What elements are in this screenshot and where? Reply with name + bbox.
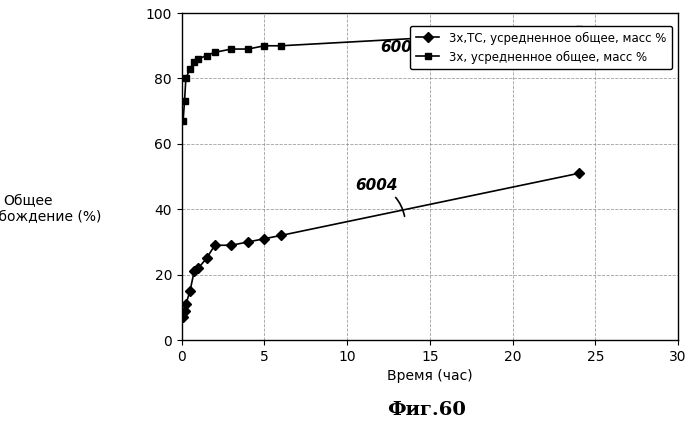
3х,ТС, усредненное общее, масс %	[194, 266, 203, 271]
3х,ТС, усредненное общее, масс %	[210, 242, 219, 248]
3х, усредненное общее, масс %	[180, 99, 189, 104]
3х, усредненное общее, масс %	[190, 60, 199, 65]
3х, усредненное общее, масс %	[227, 47, 236, 52]
3х, усредненное общее, масс %	[194, 56, 203, 61]
Text: Фиг.60: Фиг.60	[387, 401, 466, 419]
3х, усредненное общее, масс %	[575, 27, 583, 32]
3х,ТС, усредненное общее, масс %	[227, 242, 236, 248]
3х, усредненное общее, масс %	[203, 53, 211, 58]
3х, усредненное общее, масс %	[260, 43, 268, 48]
X-axis label: Время (час): Время (час)	[387, 369, 473, 383]
Legend: 3х,ТС, усредненное общее, масс %, 3х, усредненное общее, масс %: 3х,ТС, усредненное общее, масс %, 3х, ус…	[410, 26, 672, 69]
3х,ТС, усредненное общее, масс %	[186, 289, 194, 294]
3х,ТС, усредненное общее, масс %	[277, 233, 285, 238]
3х, усредненное общее, масс %	[186, 66, 194, 71]
3х,ТС, усредненное общее, масс %	[575, 171, 583, 176]
3х,ТС, усредненное общее, масс %	[182, 302, 190, 307]
Line: 3х,ТС, усредненное общее, масс %: 3х,ТС, усредненное общее, масс %	[180, 170, 582, 320]
3х, усредненное общее, масс %	[277, 43, 285, 48]
Text: 6002: 6002	[380, 35, 435, 55]
Text: 6004: 6004	[356, 177, 405, 216]
3х,ТС, усредненное общее, масс %	[179, 315, 187, 320]
3х,ТС, усредненное общее, масс %	[244, 239, 252, 245]
Text: Общее
высвобождение (%): Общее высвобождение (%)	[0, 194, 101, 225]
3х, усредненное общее, масс %	[182, 76, 190, 81]
3х,ТС, усредненное общее, масс %	[260, 236, 268, 242]
3х, усредненное общее, масс %	[210, 50, 219, 55]
3х,ТС, усредненное общее, масс %	[190, 269, 199, 274]
3х, усредненное общее, масс %	[244, 47, 252, 52]
3х,ТС, усредненное общее, масс %	[203, 255, 211, 261]
Line: 3х, усредненное общее, масс %: 3х, усредненное общее, масс %	[180, 26, 582, 124]
3х, усредненное общее, масс %	[179, 119, 187, 124]
3х,ТС, усредненное общее, масс %	[180, 308, 189, 313]
